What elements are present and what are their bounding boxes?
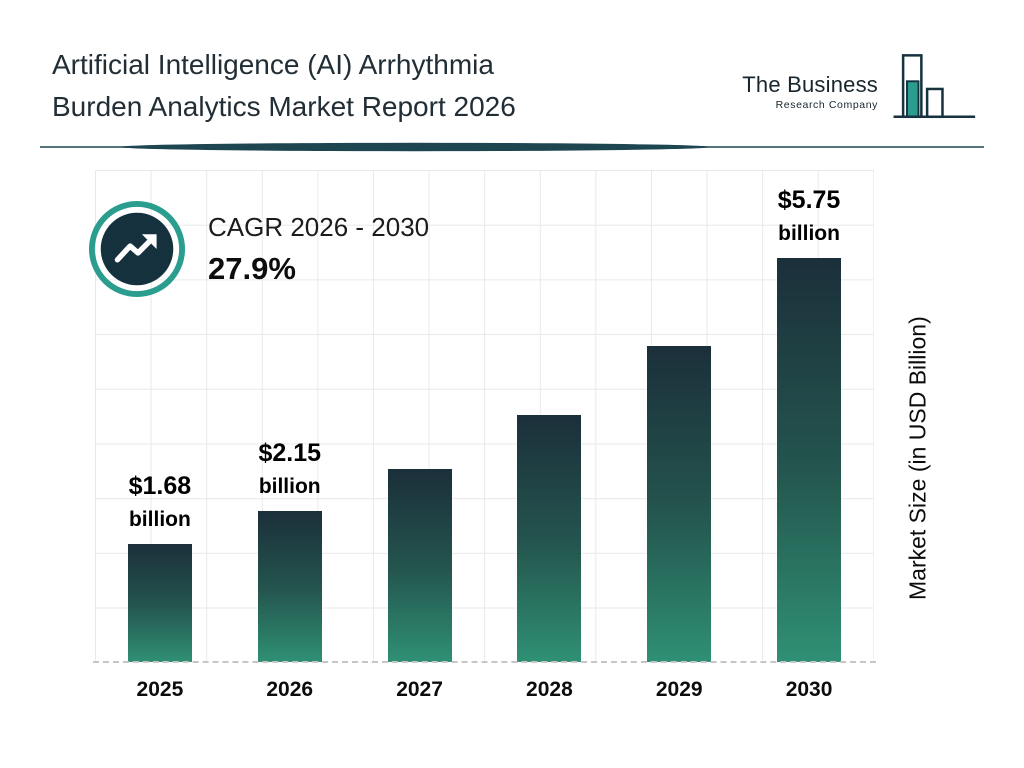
company-name: The Business <box>742 71 878 97</box>
bar-column-2025: $1.68 billion <box>95 170 225 662</box>
bar-chart-logo-icon <box>893 54 976 119</box>
trending-up-icon <box>88 200 186 298</box>
bar-value-unit: billion <box>778 222 840 245</box>
cagr-badge: CAGR 2026 - 2030 27.9% <box>88 200 429 298</box>
x-axis-baseline <box>93 661 876 663</box>
bar-value-label-2030: $5.75 billion <box>778 186 841 246</box>
xaxis-row: 2025 2026 2027 2028 2029 2030 <box>95 678 874 702</box>
page-title: Artificial Intelligence (AI) Arrhythmia … <box>52 44 516 128</box>
x-axis-label-2029: 2029 <box>655 678 703 701</box>
header: Artificial Intelligence (AI) Arrhythmia … <box>0 0 1024 128</box>
cagr-text: CAGR 2026 - 2030 27.9% <box>208 212 429 287</box>
header-divider <box>40 140 984 152</box>
bars-row: $1.68 billion $2.15 billion $5.75 billion <box>95 170 874 662</box>
bar-column-2027 <box>355 170 485 662</box>
bar-column-2029 <box>614 170 744 662</box>
x-axis-label-2025: 2025 <box>136 678 184 701</box>
bar-column-2030: $5.75 billion <box>744 170 874 662</box>
cagr-value: 27.9% <box>208 250 296 286</box>
y-axis-title: Market Size (in USD Billion) <box>904 316 931 600</box>
cagr-label: CAGR 2026 - 2030 <box>208 211 430 242</box>
x-axis-label-2028: 2028 <box>526 678 573 701</box>
plot-area: $1.68 billion $2.15 billion $5.75 billion <box>93 170 876 663</box>
bar-value-amount: $1.68 <box>128 472 192 500</box>
bar-value-amount: $2.15 <box>258 439 322 467</box>
bar-column-2026: $2.15 billion <box>225 170 355 662</box>
company-subtitle: Research Company <box>775 98 878 111</box>
x-axis-label-2027: 2027 <box>396 678 443 701</box>
bar-column-2028 <box>484 170 614 662</box>
bar-2027 <box>387 469 452 662</box>
company-logo: The Business Research Company <box>742 48 978 128</box>
x-axis-label-2026: 2026 <box>266 678 314 701</box>
bar-value-label-2026: $2.15 billion <box>258 439 321 499</box>
bar-2030 <box>777 258 842 662</box>
bar-value-amount: $5.75 <box>777 186 841 214</box>
page-title-line2: Burden Analytics Market Report 2026 <box>52 91 516 122</box>
bar-2025 <box>127 544 192 662</box>
x-axis-label-2030: 2030 <box>785 678 833 701</box>
bar-2029 <box>647 346 712 662</box>
bar-2028 <box>517 415 582 662</box>
bar-2026 <box>257 511 322 662</box>
bar-value-unit: billion <box>128 508 191 531</box>
divider-line <box>40 142 984 152</box>
bar-value-label-2025: $1.68 billion <box>129 472 192 532</box>
company-logo-text: The Business Research Company <box>742 72 878 111</box>
bar-value-unit: billion <box>258 475 321 498</box>
page-title-line1: Artificial Intelligence (AI) Arrhythmia <box>52 49 494 80</box>
